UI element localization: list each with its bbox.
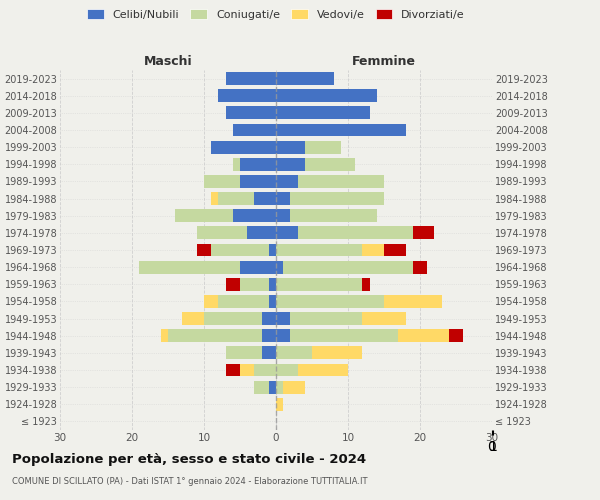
Bar	[240, 175, 276, 188]
Bar	[276, 158, 305, 170]
Bar	[233, 158, 240, 170]
Bar	[161, 330, 168, 342]
Bar	[276, 140, 305, 153]
Bar	[276, 295, 384, 308]
Bar	[218, 192, 254, 205]
Bar	[233, 210, 276, 222]
Bar	[226, 346, 262, 360]
Bar	[262, 312, 276, 325]
Bar	[182, 312, 204, 325]
Bar	[254, 364, 276, 376]
Bar	[233, 124, 276, 136]
Bar	[413, 226, 434, 239]
Bar	[276, 106, 370, 120]
Bar	[283, 380, 305, 394]
Bar	[269, 295, 276, 308]
Bar	[384, 244, 406, 256]
Bar	[226, 278, 240, 290]
Bar	[262, 346, 276, 360]
Bar	[290, 192, 384, 205]
Bar	[240, 364, 254, 376]
Bar	[197, 244, 211, 256]
Bar	[204, 312, 262, 325]
Text: Femmine: Femmine	[352, 56, 416, 68]
Bar	[269, 380, 276, 394]
Legend: Celibi/Nubili, Coniugati/e, Vedovi/e, Divorziati/e: Celibi/Nubili, Coniugati/e, Vedovi/e, Di…	[83, 5, 469, 24]
Bar	[290, 312, 362, 325]
Bar	[211, 140, 276, 153]
Bar	[211, 244, 269, 256]
Bar	[218, 90, 276, 102]
Bar	[276, 364, 298, 376]
Bar	[276, 380, 283, 394]
Bar	[384, 295, 442, 308]
Bar	[269, 244, 276, 256]
Bar	[362, 244, 384, 256]
Bar	[449, 330, 463, 342]
Bar	[262, 330, 276, 342]
Text: Maschi: Maschi	[143, 56, 193, 68]
Bar	[204, 175, 240, 188]
Bar	[226, 106, 276, 120]
Bar	[305, 158, 355, 170]
Bar	[298, 226, 413, 239]
Bar	[362, 312, 406, 325]
Bar	[276, 260, 283, 274]
Bar	[276, 192, 290, 205]
Bar	[298, 175, 384, 188]
Bar	[254, 380, 269, 394]
Bar	[290, 330, 398, 342]
Bar	[413, 260, 427, 274]
Bar	[240, 260, 276, 274]
Bar	[276, 210, 290, 222]
Bar	[276, 244, 362, 256]
Bar	[226, 364, 240, 376]
Bar	[269, 278, 276, 290]
Text: Popolazione per età, sesso e stato civile - 2024: Popolazione per età, sesso e stato civil…	[12, 452, 366, 466]
Bar	[276, 72, 334, 85]
Bar	[312, 346, 362, 360]
Bar	[362, 278, 370, 290]
Bar	[276, 175, 298, 188]
Bar	[254, 192, 276, 205]
Bar	[276, 330, 290, 342]
Bar	[276, 124, 406, 136]
Bar	[305, 140, 341, 153]
Bar	[298, 364, 348, 376]
Bar	[398, 330, 449, 342]
Bar	[276, 398, 283, 410]
Bar	[240, 158, 276, 170]
Bar	[283, 260, 413, 274]
Bar	[276, 226, 298, 239]
Bar	[211, 192, 218, 205]
Bar	[276, 312, 290, 325]
Bar	[197, 226, 247, 239]
Bar	[218, 295, 269, 308]
Bar	[204, 295, 218, 308]
Bar	[276, 278, 362, 290]
Bar	[290, 210, 377, 222]
Bar	[139, 260, 240, 274]
Bar	[247, 226, 276, 239]
Text: COMUNE DI SCILLATO (PA) - Dati ISTAT 1° gennaio 2024 - Elaborazione TUTTITALIA.I: COMUNE DI SCILLATO (PA) - Dati ISTAT 1° …	[12, 478, 367, 486]
Bar	[276, 90, 377, 102]
Bar	[175, 210, 233, 222]
Bar	[226, 72, 276, 85]
Bar	[168, 330, 262, 342]
Bar	[276, 346, 312, 360]
Bar	[240, 278, 269, 290]
